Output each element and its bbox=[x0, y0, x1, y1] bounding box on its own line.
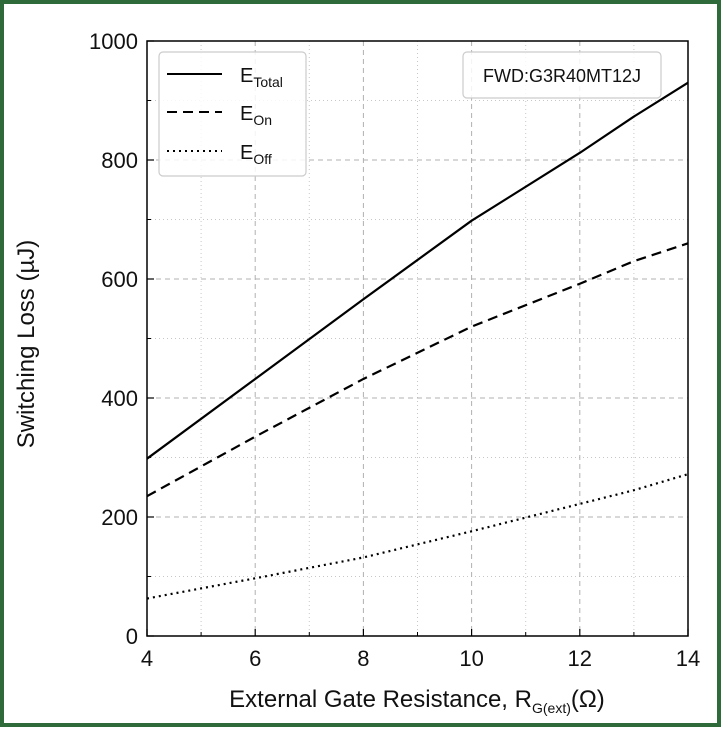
y-tick-label: 200 bbox=[101, 505, 138, 530]
y-tick-label: 600 bbox=[101, 267, 138, 292]
x-tick-label: 12 bbox=[568, 646, 592, 671]
legend-label-total: ETotal bbox=[240, 65, 283, 90]
series-layer bbox=[146, 81, 689, 600]
chart-svg: 4 6 8 10 12 14 0 200 400 600 800 1000 Switching Los… bbox=[13, 29, 700, 716]
legend-label-off: EOff bbox=[240, 142, 272, 167]
x-tick-label: 14 bbox=[676, 646, 700, 671]
y-axis-label: Switching Loss (µJ) bbox=[13, 240, 40, 449]
x-axis-label: External Gate Resistance, RG(ext)(Ω) bbox=[229, 686, 605, 716]
series-line-off bbox=[146, 473, 689, 600]
y-tick-label: 0 bbox=[126, 624, 138, 649]
legend-label-on: EOn bbox=[240, 103, 272, 128]
x-tick-label: 6 bbox=[249, 646, 261, 671]
y-tick-label: 1000 bbox=[89, 29, 138, 54]
ticks-layer: 4 6 8 10 12 14 0 200 400 600 800 1000 bbox=[89, 29, 700, 671]
legend-box bbox=[158, 51, 307, 177]
y-tick-label: 400 bbox=[101, 386, 138, 411]
x-tick-label: 4 bbox=[141, 646, 153, 671]
annotation-frame bbox=[462, 51, 662, 99]
series-line-total bbox=[146, 81, 689, 460]
legend: ETotal EOn EOff bbox=[158, 51, 307, 177]
annotation-text: FWD:G3R40MT12J bbox=[483, 66, 641, 86]
annotation-box: FWD:G3R40MT12J bbox=[462, 51, 662, 99]
y-tick-label: 800 bbox=[101, 148, 138, 173]
x-tick-label: 8 bbox=[357, 646, 369, 671]
major-grid bbox=[147, 41, 688, 636]
x-tick-label: 10 bbox=[459, 646, 483, 671]
